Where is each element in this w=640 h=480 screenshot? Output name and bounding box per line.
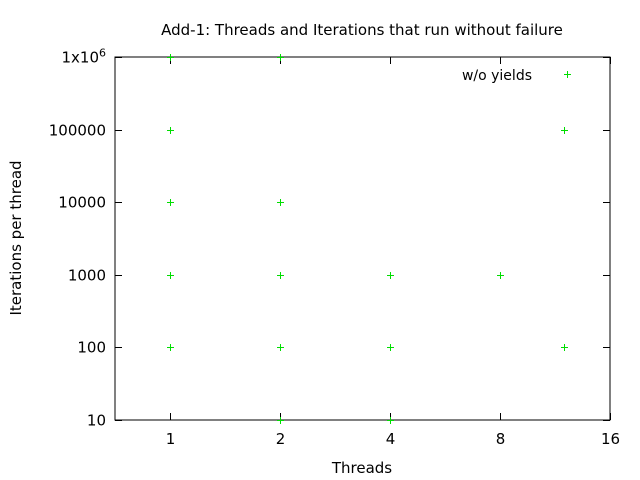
x-tick-label: 16 [601,430,620,448]
legend: w/o yields [462,68,571,84]
y-axis: 10 100 1000 10000 100000 1x106 [49,47,610,430]
data-point [387,272,394,279]
data-point [277,54,284,61]
data-point [167,199,174,206]
x-axis-title: Threads [331,459,392,477]
y-tick-label: 1000 [68,267,106,285]
data-point [167,54,174,61]
x-tick-label: 1 [166,430,176,448]
y-tick-label: 10 [87,412,106,430]
data-point [561,127,568,134]
data-point [561,344,568,351]
chart-title: Add-1: Threads and Iterations that run w… [161,21,563,39]
data-points [167,54,568,424]
data-point [277,344,284,351]
plot-area [114,56,611,421]
data-point [277,199,284,206]
y-tick-label: 100000 [49,122,106,140]
y-tick-label: 10000 [58,194,106,212]
x-tick-label: 4 [386,430,396,448]
data-point [167,344,174,351]
y-axis-title: Iterations per thread [7,160,25,315]
data-point [387,344,394,351]
data-point [387,417,394,424]
legend-label: w/o yields [462,68,532,84]
plot-frame [114,56,611,421]
y-tick-label: 100 [77,339,106,357]
data-point [167,127,174,134]
data-point [497,272,504,279]
x-axis: 1 2 4 8 16 [166,57,620,448]
data-point [167,272,174,279]
x-tick-label: 8 [496,430,506,448]
data-point [277,417,284,424]
x-tick-label: 2 [276,430,286,448]
data-point [277,272,284,279]
legend-marker [564,71,571,78]
y-tick-label: 1x106 [61,47,106,67]
